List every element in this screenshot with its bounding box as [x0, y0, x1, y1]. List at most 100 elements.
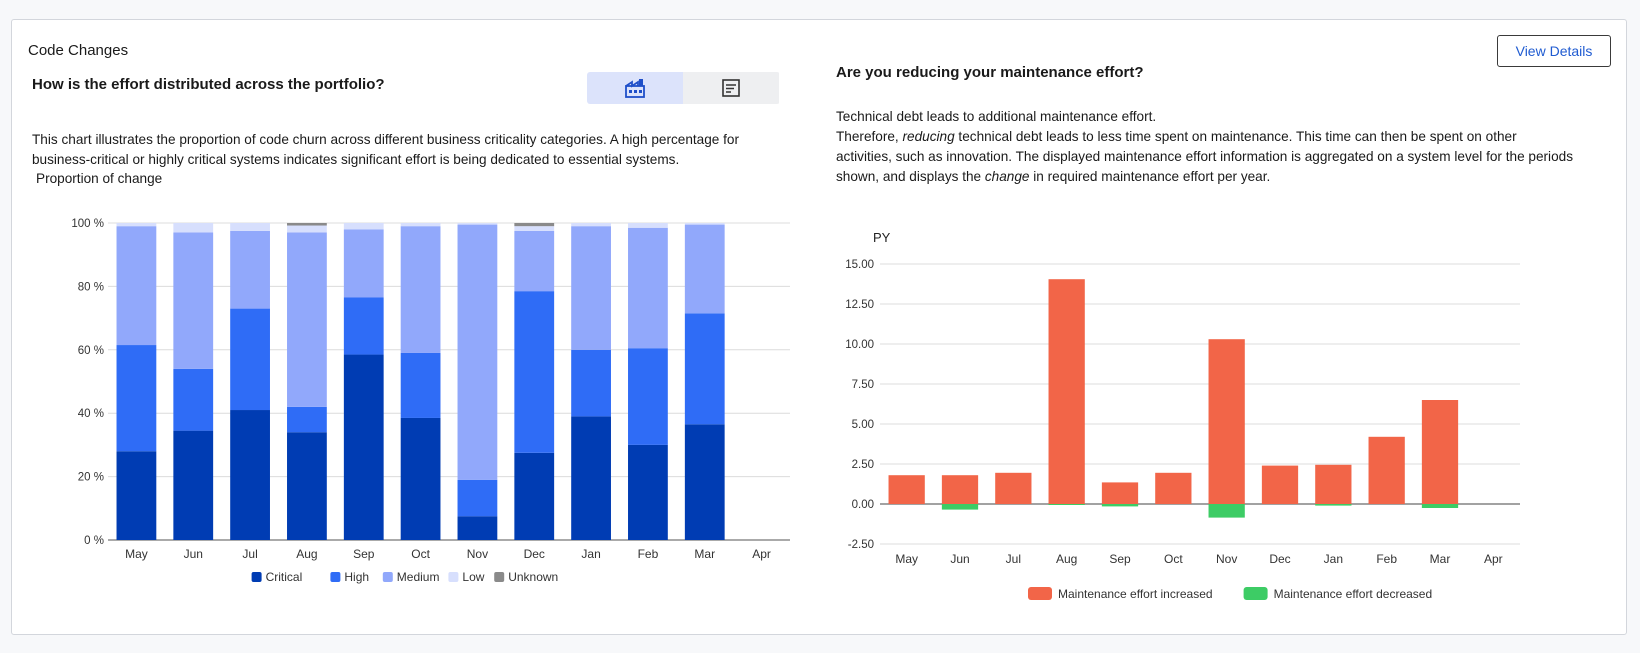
legend-label: High: [344, 570, 369, 584]
bar-critical-mar: [684, 424, 725, 540]
y-tick-label: 0.00: [852, 499, 874, 511]
bar-decrease-mar: [1421, 504, 1459, 508]
y-tick-label: 100 %: [71, 218, 104, 230]
x-tick-label: Sep: [1109, 552, 1131, 566]
y-tick-label: 80 %: [78, 281, 104, 293]
bar-decrease-sep: [1101, 504, 1139, 507]
view-details-button[interactable]: View Details: [1497, 35, 1611, 67]
bar-medium-aug: [287, 232, 327, 407]
x-tick-label: Oct: [411, 547, 430, 561]
legend-label: Medium: [397, 570, 440, 584]
x-tick-label: May: [895, 552, 918, 566]
bar-critical-jan: [571, 416, 611, 540]
code-changes-card: Code Changes View Details: [11, 19, 1627, 635]
bar-increase-mar: [1421, 400, 1459, 504]
x-tick-label: Jul: [242, 547, 257, 561]
legend-label: Low: [462, 570, 484, 584]
bar-increase-oct: [1155, 472, 1192, 504]
legend-swatch: [1028, 587, 1052, 600]
bar-critical-sep: [343, 354, 384, 540]
bar-increase-jul: [995, 472, 1032, 504]
bar-medium-oct: [400, 226, 441, 353]
x-tick-label: Feb: [1376, 552, 1397, 566]
x-tick-label: Dec: [524, 547, 545, 561]
bar-low-oct: [400, 223, 441, 227]
bar-low-sep: [343, 223, 384, 230]
x-tick-label: Jan: [1324, 552, 1343, 566]
legend-swatch: [382, 572, 393, 582]
x-tick-label: Mar: [1430, 552, 1451, 566]
x-tick-label: Jun: [950, 552, 969, 566]
effort-distribution-description: This chart illustrates the proportion of…: [32, 132, 739, 167]
x-tick-label: Apr: [752, 547, 771, 561]
bar-decrease-jun: [941, 504, 979, 510]
bar-medium-mar: [684, 224, 725, 314]
bar-low-jun: [173, 223, 214, 233]
x-tick-label: Jul: [1006, 552, 1021, 566]
bar-high-aug: [287, 406, 327, 433]
bar-low-nov: [457, 223, 498, 225]
desc-line-2: Therefore, reducing technical debt leads…: [836, 129, 1573, 184]
y-tick-label: 15.00: [845, 259, 874, 271]
x-tick-label: Aug: [1056, 552, 1077, 566]
legend-label: Critical: [266, 570, 303, 584]
x-tick-label: Dec: [1269, 552, 1290, 566]
right-y-axis-title: PY: [873, 230, 891, 245]
bar-medium-jun: [173, 232, 214, 369]
bar-increase-aug: [1048, 279, 1085, 504]
x-tick-label: Apr: [1484, 552, 1503, 566]
bar-low-jan: [571, 223, 611, 227]
factory-icon: [625, 79, 645, 98]
y-tick-label: 12.50: [845, 299, 874, 311]
desc-line-1: Technical debt leads to additional maint…: [836, 109, 1157, 124]
legend-label: Unknown: [508, 570, 558, 584]
left-y-axis-title: Proportion of change: [36, 171, 163, 186]
bar-medium-jan: [571, 226, 611, 350]
x-tick-label: Nov: [467, 547, 488, 561]
bar-unknown-aug: [287, 223, 327, 226]
y-tick-label: 10.00: [845, 339, 874, 351]
bar-high-oct: [400, 352, 441, 418]
bar-medium-sep: [343, 229, 384, 298]
legend-label: Maintenance effort decreased: [1274, 587, 1433, 601]
report-icon: [722, 79, 740, 97]
x-tick-label: Feb: [638, 547, 659, 561]
bar-low-dec: [514, 226, 555, 231]
y-tick-label: 2.50: [852, 459, 874, 471]
toggle-report-view[interactable]: [683, 72, 779, 104]
x-tick-label: Sep: [353, 547, 375, 561]
legend-swatch: [448, 572, 459, 582]
y-tick-label: 7.50: [852, 379, 874, 391]
bar-decrease-aug: [1048, 504, 1085, 505]
y-tick-label: 0 %: [84, 535, 104, 547]
x-tick-label: May: [125, 547, 148, 561]
bar-high-mar: [684, 313, 725, 425]
bar-medium-feb: [628, 227, 668, 349]
bar-critical-jun: [173, 430, 214, 540]
bar-critical-jul: [230, 410, 270, 540]
criticality-stacked-bar-chart: 0 % 20 % 40 % 60 % 80 % 100 % May Jun Jul Aug Sep O…: [71, 218, 790, 584]
maintenance-effort-description: Technical debt leads to additional maint…: [836, 107, 1576, 187]
bar-increase-jan: [1315, 464, 1352, 504]
bar-increase-nov: [1208, 339, 1245, 504]
bar-medium-jul: [230, 230, 270, 309]
bar-increase-dec: [1261, 465, 1299, 504]
y-tick-label: -2.50: [848, 539, 874, 551]
bar-high-may: [116, 345, 157, 452]
card-title: Code Changes: [28, 42, 129, 59]
legend-swatch: [494, 572, 505, 582]
x-tick-label: Oct: [1164, 552, 1183, 566]
bar-low-aug: [287, 225, 327, 233]
x-tick-label: Jan: [581, 547, 600, 561]
bar-decrease-jan: [1315, 504, 1352, 506]
bar-critical-may: [116, 451, 157, 540]
bar-increase-sep: [1101, 482, 1139, 504]
bar-critical-aug: [287, 432, 327, 540]
toggle-chart-view[interactable]: [587, 72, 683, 104]
x-tick-label: Aug: [296, 547, 317, 561]
maintenance-effort-bar-chart: PY -2.50 0.00 2.50 5.00 7.50 10.00 12.50 15.00 Ma…: [845, 230, 1520, 601]
effort-distribution-title: How is the effort distributed across the…: [32, 76, 385, 93]
y-tick-label: 5.00: [852, 419, 874, 431]
bar-decrease-nov: [1208, 504, 1245, 518]
bar-high-jul: [230, 308, 270, 411]
